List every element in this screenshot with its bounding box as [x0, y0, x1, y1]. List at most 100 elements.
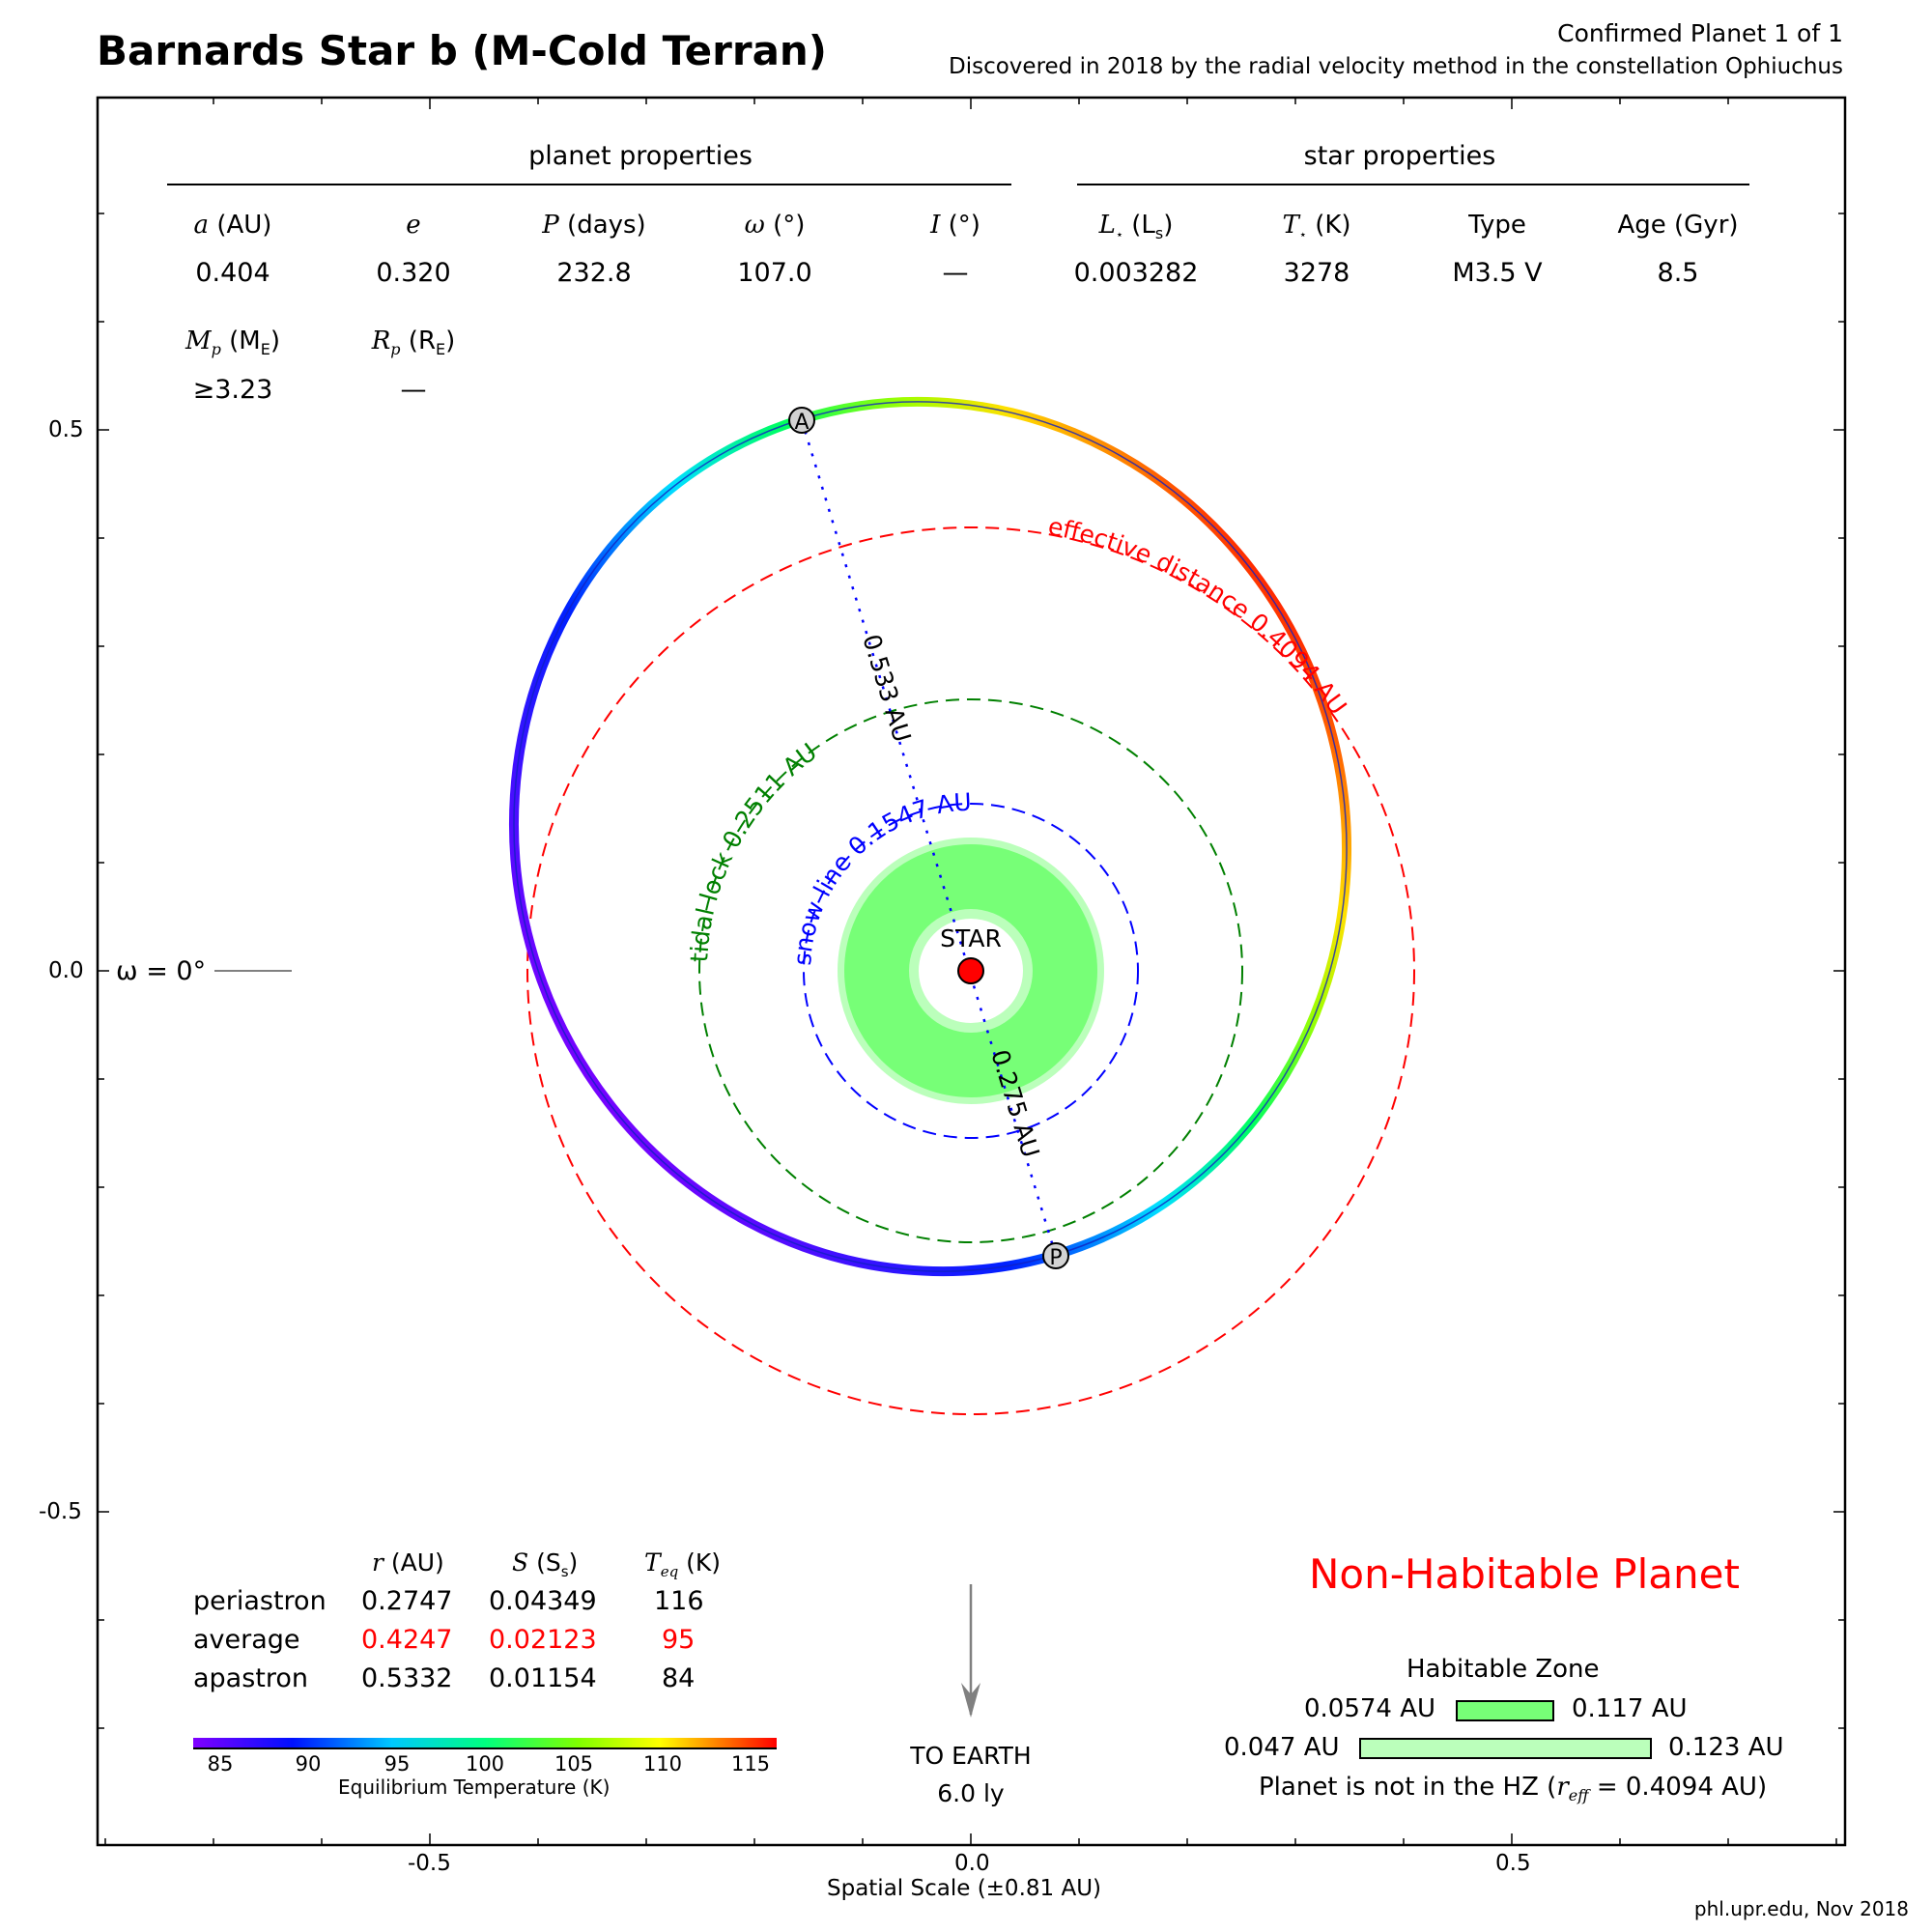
val-p: 232.8 [556, 258, 632, 288]
colorbar-tick: 95 [384, 1752, 411, 1776]
col-star-temp: T⋆ (K) [1230, 211, 1404, 242]
row-t: 116 [654, 1586, 704, 1616]
x-tick-neg-0.5: -0.5 [408, 1851, 451, 1876]
y-tick-0.0: 0.0 [48, 958, 84, 983]
hz-conservative-ring [844, 844, 1097, 1097]
col-p-unit: (days) [567, 211, 646, 240]
col-i-symbol: I [930, 211, 941, 240]
col-mass-sub: p [211, 340, 221, 359]
col-p-symbol: P [542, 211, 559, 240]
val-e: 0.320 [376, 258, 451, 288]
orbit-table-header-t: Teq (K) [644, 1548, 721, 1580]
orbit-table-header-r: r (AU) [372, 1548, 444, 1577]
row-label: periastron [193, 1586, 327, 1616]
col-e-symbol: e [406, 211, 421, 240]
colorbar-tick: 110 [642, 1752, 683, 1776]
x-axis-ticks [104, 98, 1837, 1845]
hz-note-sub: eff [1568, 1786, 1589, 1805]
colorbar-tick: 90 [295, 1752, 322, 1776]
col-luminosity-symbol: L [1098, 211, 1116, 240]
col-luminosity: L⋆ (Ls) [1049, 211, 1223, 242]
effective-distance-label: effective distance 0.4094 AU [1046, 512, 1352, 720]
to-earth-arrowhead [961, 1683, 980, 1718]
periastron-marker [1042, 1242, 1069, 1269]
col-radius: Rp (RE) [327, 327, 500, 358]
x-tick-0.5: 0.5 [1495, 1851, 1531, 1876]
planet-properties-heading: planet properties [528, 141, 753, 171]
col-mass-unit: (M [229, 327, 261, 355]
row-s: 0.02123 [489, 1625, 597, 1655]
hz-note-text: Planet is not in the HZ ( [1259, 1773, 1557, 1802]
hz-note-symbol: r [1556, 1773, 1569, 1802]
effective-distance-circle [526, 526, 1415, 1415]
planet-counter: Confirmed Planet 1 of 1 [1557, 19, 1843, 47]
col-a: a (AU) [146, 211, 320, 240]
apastron-distance-label: 0.533 AU [857, 631, 916, 745]
col-star-temp-symbol: T [1282, 211, 1299, 240]
col-radius-unit-sub: E [436, 340, 446, 359]
col-a-unit: (AU) [216, 211, 272, 240]
y-tick-0.5: 0.5 [48, 417, 84, 442]
tidal-lock-circle [698, 698, 1243, 1243]
row-label: apastron [193, 1663, 309, 1693]
col-radius-sub: p [390, 340, 401, 359]
val-i: — [942, 258, 969, 288]
x-axis-label: Spatial Scale (±0.81 AU) [827, 1876, 1101, 1901]
col-luminosity-unit-close: ) [1163, 211, 1174, 240]
val-type: M3.5 V [1452, 258, 1543, 288]
val-star-temp: 3278 [1283, 258, 1350, 288]
hz-note-value: = 0.4094 AU) [1588, 1773, 1768, 1802]
col-star-temp-unit: (K) [1315, 211, 1351, 240]
hz-conservative-outer: 0.117 AU [1572, 1694, 1688, 1723]
col-mass-symbol: M [185, 327, 212, 355]
col-omega-unit: (°) [773, 211, 806, 240]
header-s-symbol: S [512, 1548, 529, 1577]
header-s-unit-close: ) [568, 1548, 579, 1577]
apastron-marker [788, 407, 815, 434]
col-a-symbol: a [193, 211, 210, 240]
hz-title: Habitable Zone [1406, 1655, 1600, 1684]
col-omega: ω (°) [688, 211, 862, 240]
x-tick-0.0: 0.0 [954, 1851, 990, 1876]
col-i-unit: (°) [948, 211, 980, 240]
header-t-symbol: T [644, 1548, 661, 1577]
col-age: Age (Gyr) [1617, 211, 1739, 240]
row-t: 95 [662, 1625, 696, 1655]
planet-orbit [508, 396, 1352, 1277]
header-s-unit-sub: s [560, 1563, 569, 1580]
val-omega: 107.0 [737, 258, 812, 288]
val-a: 0.404 [195, 258, 270, 288]
col-star-temp-sub: ⋆ [1298, 228, 1307, 243]
colorbar-tick: 105 [554, 1752, 594, 1776]
colorbar-tick: 115 [730, 1752, 771, 1776]
row-label: average [193, 1625, 300, 1655]
val-radius: — [400, 375, 427, 405]
hz-optimistic-inner: 0.047 AU [1224, 1733, 1340, 1762]
colorbar-tick: 85 [207, 1752, 234, 1776]
omega-zero-label: ω = 0° [116, 956, 207, 986]
hz-optimistic-outer: 0.123 AU [1668, 1733, 1784, 1762]
col-mass: Mp (ME) [146, 327, 320, 358]
credit: phl.upr.edu, Nov 2018 [1693, 1897, 1909, 1920]
header-t-unit: (K) [686, 1548, 722, 1577]
col-i: I (°) [868, 211, 1042, 240]
page-title: Barnards Star b (M-Cold Terran) [97, 27, 827, 74]
col-mass-unit-sub: E [260, 340, 270, 359]
val-age: 8.5 [1657, 258, 1699, 288]
row-s: 0.04349 [489, 1586, 597, 1616]
discovery-info: Discovered in 2018 by the radial velocit… [949, 54, 1843, 79]
col-luminosity-unit: (L [1131, 211, 1155, 240]
colorbar-label: Equilibrium Temperature (K) [338, 1776, 611, 1799]
row-r: 0.5332 [361, 1663, 453, 1693]
temperature-colorbar [193, 1738, 777, 1747]
habitability-status: Non-Habitable Planet [1309, 1550, 1740, 1598]
col-mass-unit-close: ) [270, 327, 280, 355]
col-radius-symbol: R [371, 327, 391, 355]
y-axis-ticks [98, 213, 1845, 1729]
apastron-marker-label: A [794, 411, 809, 435]
col-type: Type [1468, 211, 1526, 240]
row-r: 0.4247 [361, 1625, 453, 1655]
snow-line-circle [803, 803, 1139, 1139]
star-marker [957, 957, 984, 984]
